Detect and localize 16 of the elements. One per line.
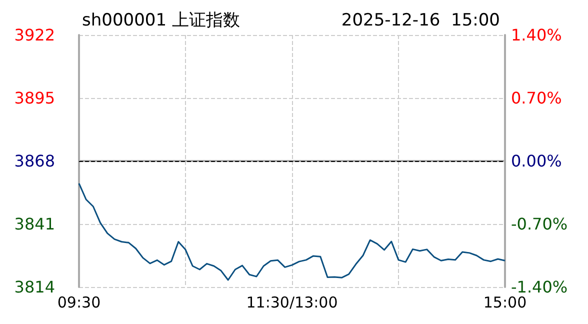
y-tick-label: 3814 [14,278,55,296]
line-series [78,182,506,281]
y-tick-label: 3895 [14,88,55,108]
x-tick-label: 09:30 [57,294,101,312]
y2-tick-label: -0.70% [511,214,568,234]
y2-tick-label: 1.40% [511,26,562,44]
y2-tick-label: 0.00% [511,152,562,170]
chart-title: sh000001 上证指数 [82,10,240,30]
x-tick-label: 11:30/13:00 [246,294,338,312]
y2-tick-label: 0.70% [511,88,562,108]
y2-tick-label: -1.40% [511,278,568,296]
x-tick-label: 15:00 [483,294,527,312]
y-tick-label: 3922 [14,26,55,44]
y-tick-label: 3868 [14,152,55,170]
y-tick-label: 3841 [14,214,55,234]
chart-subtitle: 2025-12-16 15:00 [341,10,500,30]
